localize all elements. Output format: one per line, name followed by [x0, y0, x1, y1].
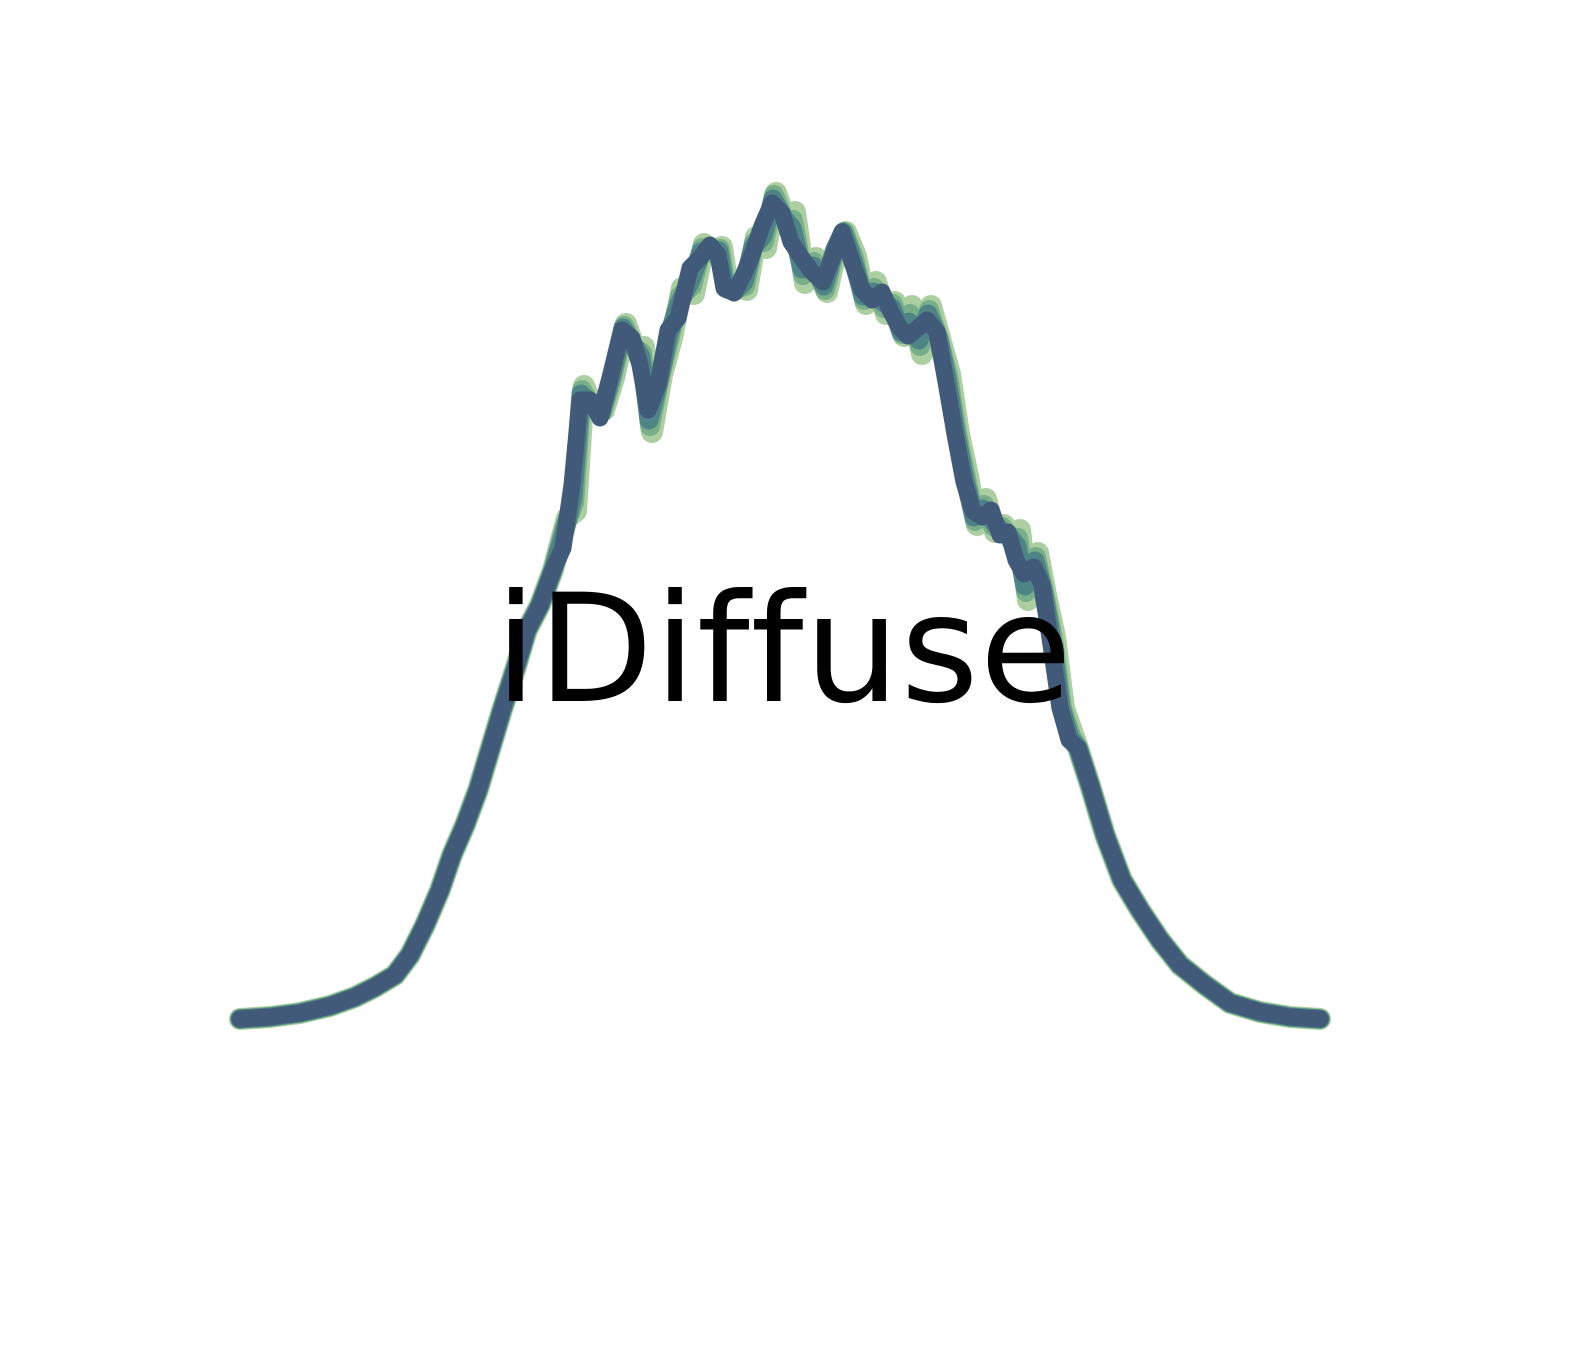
bell-curve-layer-4	[231, 194, 1329, 1028]
logo-wordmark: iDiffuse	[495, 563, 1073, 737]
